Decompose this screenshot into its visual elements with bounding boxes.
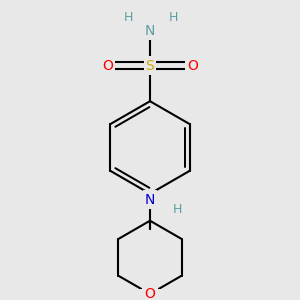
Text: N: N	[145, 193, 155, 206]
Text: N: N	[145, 24, 155, 38]
Text: H: H	[172, 203, 182, 216]
Text: O: O	[102, 58, 113, 73]
Text: O: O	[187, 58, 198, 73]
Text: H: H	[168, 11, 178, 24]
Text: S: S	[146, 58, 154, 73]
Text: H: H	[124, 11, 134, 24]
Text: O: O	[145, 287, 155, 300]
